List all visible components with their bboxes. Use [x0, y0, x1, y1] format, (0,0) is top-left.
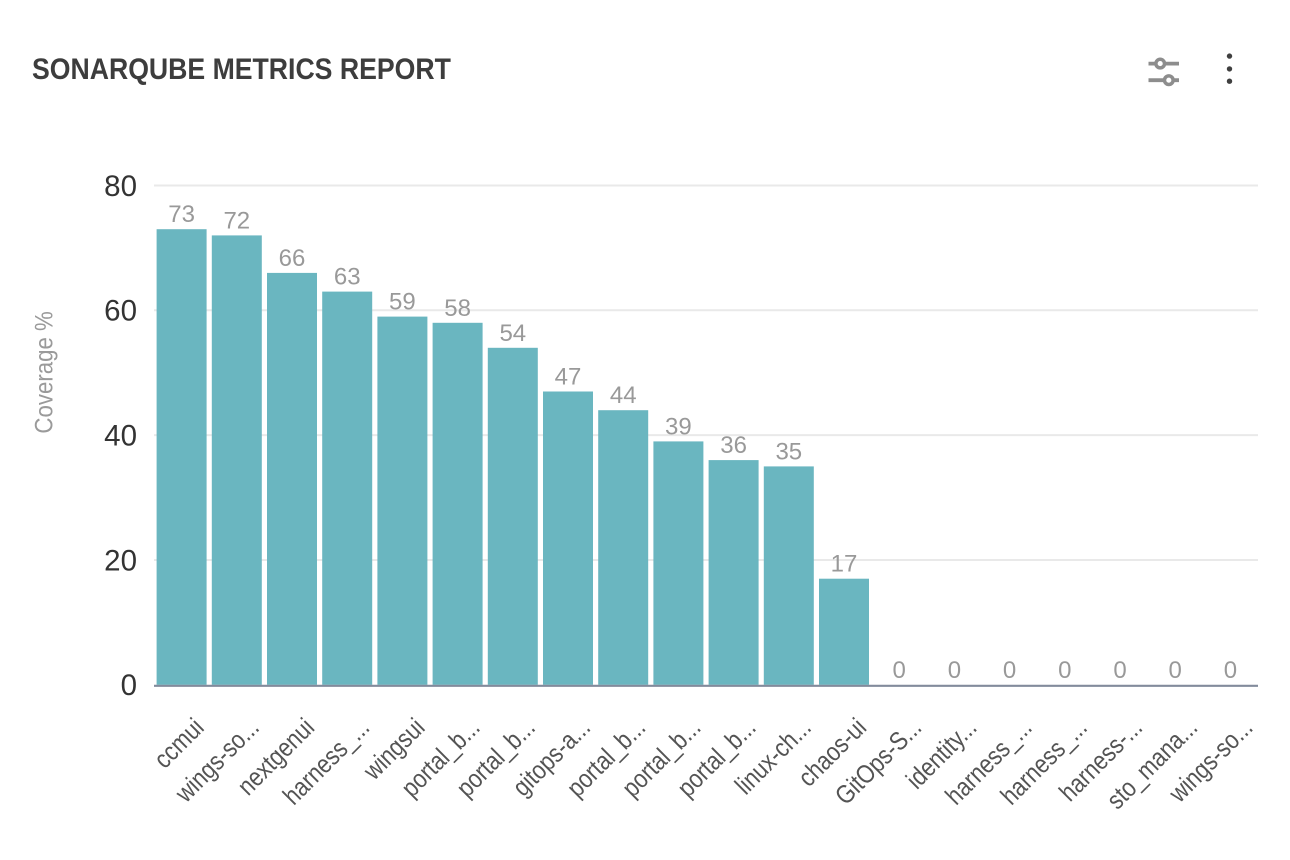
svg-text:54: 54 — [499, 320, 526, 347]
svg-text:17: 17 — [831, 551, 858, 578]
svg-text:20: 20 — [104, 544, 137, 577]
svg-text:40: 40 — [104, 419, 137, 452]
svg-text:44: 44 — [610, 382, 637, 409]
svg-text:0: 0 — [1058, 657, 1071, 684]
svg-text:Coverage %: Coverage % — [31, 311, 58, 433]
svg-text:47: 47 — [555, 364, 582, 391]
svg-text:58: 58 — [444, 295, 471, 322]
svg-text:0: 0 — [1003, 657, 1016, 684]
svg-text:39: 39 — [665, 413, 692, 440]
svg-text:0: 0 — [121, 669, 137, 702]
svg-text:0: 0 — [1224, 657, 1237, 684]
svg-text:0: 0 — [948, 657, 961, 684]
svg-text:35: 35 — [775, 438, 802, 465]
svg-text:0: 0 — [893, 657, 906, 684]
svg-text:63: 63 — [334, 264, 361, 291]
svg-text:0: 0 — [1113, 657, 1126, 684]
svg-text:73: 73 — [168, 201, 195, 228]
svg-text:80: 80 — [104, 170, 137, 203]
svg-text:0: 0 — [1169, 657, 1182, 684]
svg-text:60: 60 — [104, 295, 137, 328]
svg-text:59: 59 — [389, 289, 416, 316]
svg-text:66: 66 — [279, 245, 306, 272]
svg-text:36: 36 — [720, 432, 747, 459]
svg-text:72: 72 — [223, 207, 250, 234]
